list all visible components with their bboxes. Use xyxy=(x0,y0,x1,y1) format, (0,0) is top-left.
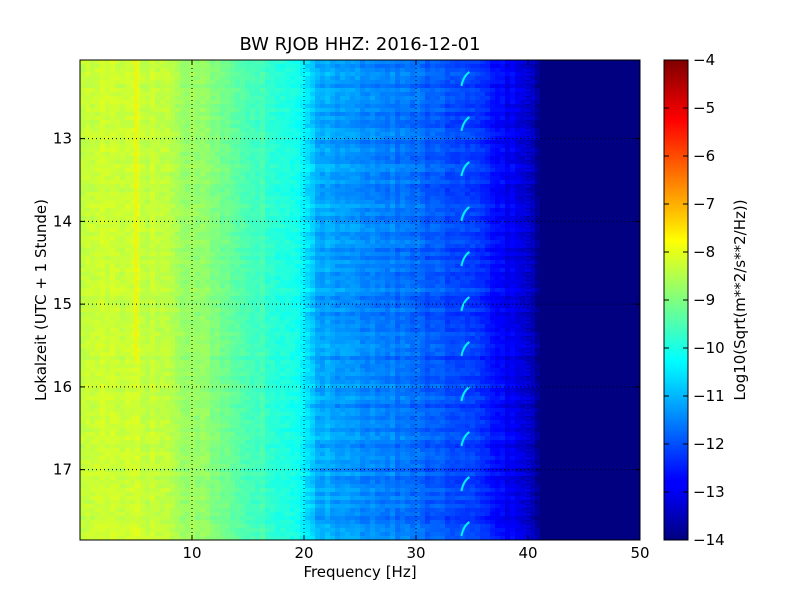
x-axis-label: Frequency [Hz] xyxy=(303,563,416,581)
spectrogram-heatmap xyxy=(80,60,640,540)
y-axis: 13 14 15 16 17 xyxy=(53,130,640,479)
y-tick-label: 14 xyxy=(53,212,72,230)
colorbar-tick-label: −12 xyxy=(693,435,725,453)
plot-frame xyxy=(79,59,641,541)
y-tick-label: 17 xyxy=(53,461,72,479)
colorbar-label: Log10(Sqrt(m**2/s**2/Hz)) xyxy=(731,199,749,400)
spectrogram-features xyxy=(134,60,470,537)
colorbar: −4 −5 −6 −7 −8 −9 −10 −11 −12 −13 −14 Log10(Sqrt(m… xyxy=(663,51,749,549)
colorbar-tick-label: −6 xyxy=(693,147,715,165)
y-tick-label: 15 xyxy=(53,295,72,313)
colorbar-tick-label: −5 xyxy=(693,99,715,117)
chart-title: BW RJOB HHZ: 2016-12-01 xyxy=(239,34,480,55)
colorbar-ticks: −4 −5 −6 −7 −8 −9 −10 −11 −12 −13 −14 xyxy=(664,51,725,549)
plot-area xyxy=(79,59,641,541)
y-tick-label: 13 xyxy=(53,130,72,148)
x-tick-label: 50 xyxy=(630,544,649,562)
colorbar-tick-label: −4 xyxy=(693,51,715,69)
colorbar-tick-label: −9 xyxy=(693,291,715,309)
colorbar-tick-label: −10 xyxy=(693,339,725,357)
colorbar-tick-label: −7 xyxy=(693,195,715,213)
y-tick-label: 16 xyxy=(53,378,72,396)
x-tick-label: 20 xyxy=(294,544,313,562)
colorbar-tick-label: −8 xyxy=(693,243,715,261)
x-tick-label: 30 xyxy=(406,544,425,562)
y-axis-label: Lokalzeit (UTC + 1 Stunde) xyxy=(32,199,50,401)
colorbar-tick-label: −11 xyxy=(693,387,725,405)
colorbar-tick-label: −14 xyxy=(693,531,725,549)
x-tick-label: 10 xyxy=(182,544,201,562)
colorbar-tick-label: −13 xyxy=(693,483,725,501)
x-tick-label: 40 xyxy=(518,544,537,562)
grid-lines xyxy=(80,60,640,540)
x-axis: 10 20 30 40 50 xyxy=(182,60,650,562)
